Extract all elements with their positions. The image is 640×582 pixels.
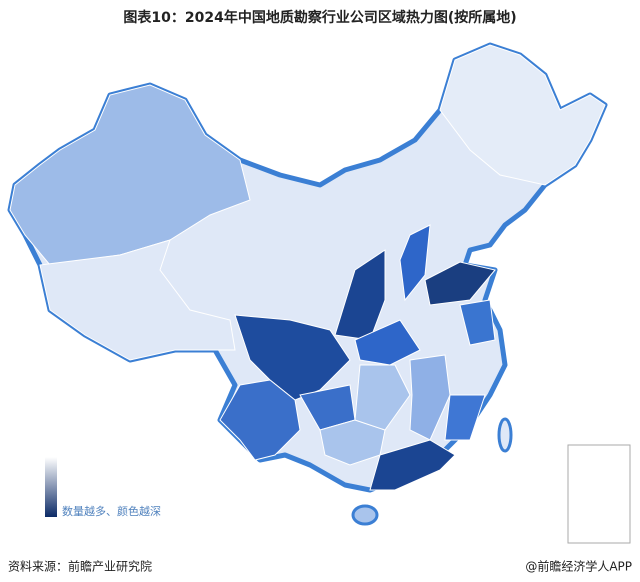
sichuan <box>234 314 351 401</box>
source: 资料来源：前瞻产业研究院 <box>8 559 152 574</box>
heilongjiang <box>439 44 606 186</box>
fujian <box>444 394 486 441</box>
hunan <box>354 364 411 431</box>
hebei <box>399 224 431 302</box>
tibet <box>39 239 236 361</box>
jiangsu <box>459 299 496 346</box>
shandong <box>424 261 496 306</box>
yunnan <box>219 379 301 461</box>
credit: @前瞻经济学人APP <box>525 559 632 574</box>
map <box>7 42 631 544</box>
xinjiang <box>9 84 251 266</box>
hubei <box>354 319 421 366</box>
taiwan <box>497 417 513 453</box>
legend-label: 数量越多、颜色越深 <box>62 504 161 518</box>
hainan <box>351 504 379 526</box>
legend-gradient <box>45 457 57 517</box>
south-sea-inset <box>567 444 631 544</box>
guangdong <box>369 439 456 491</box>
title: 图表10：2024年中国地质勘察行业公司区域热力图(按所属地) <box>123 9 516 26</box>
shaanxi <box>334 249 386 341</box>
